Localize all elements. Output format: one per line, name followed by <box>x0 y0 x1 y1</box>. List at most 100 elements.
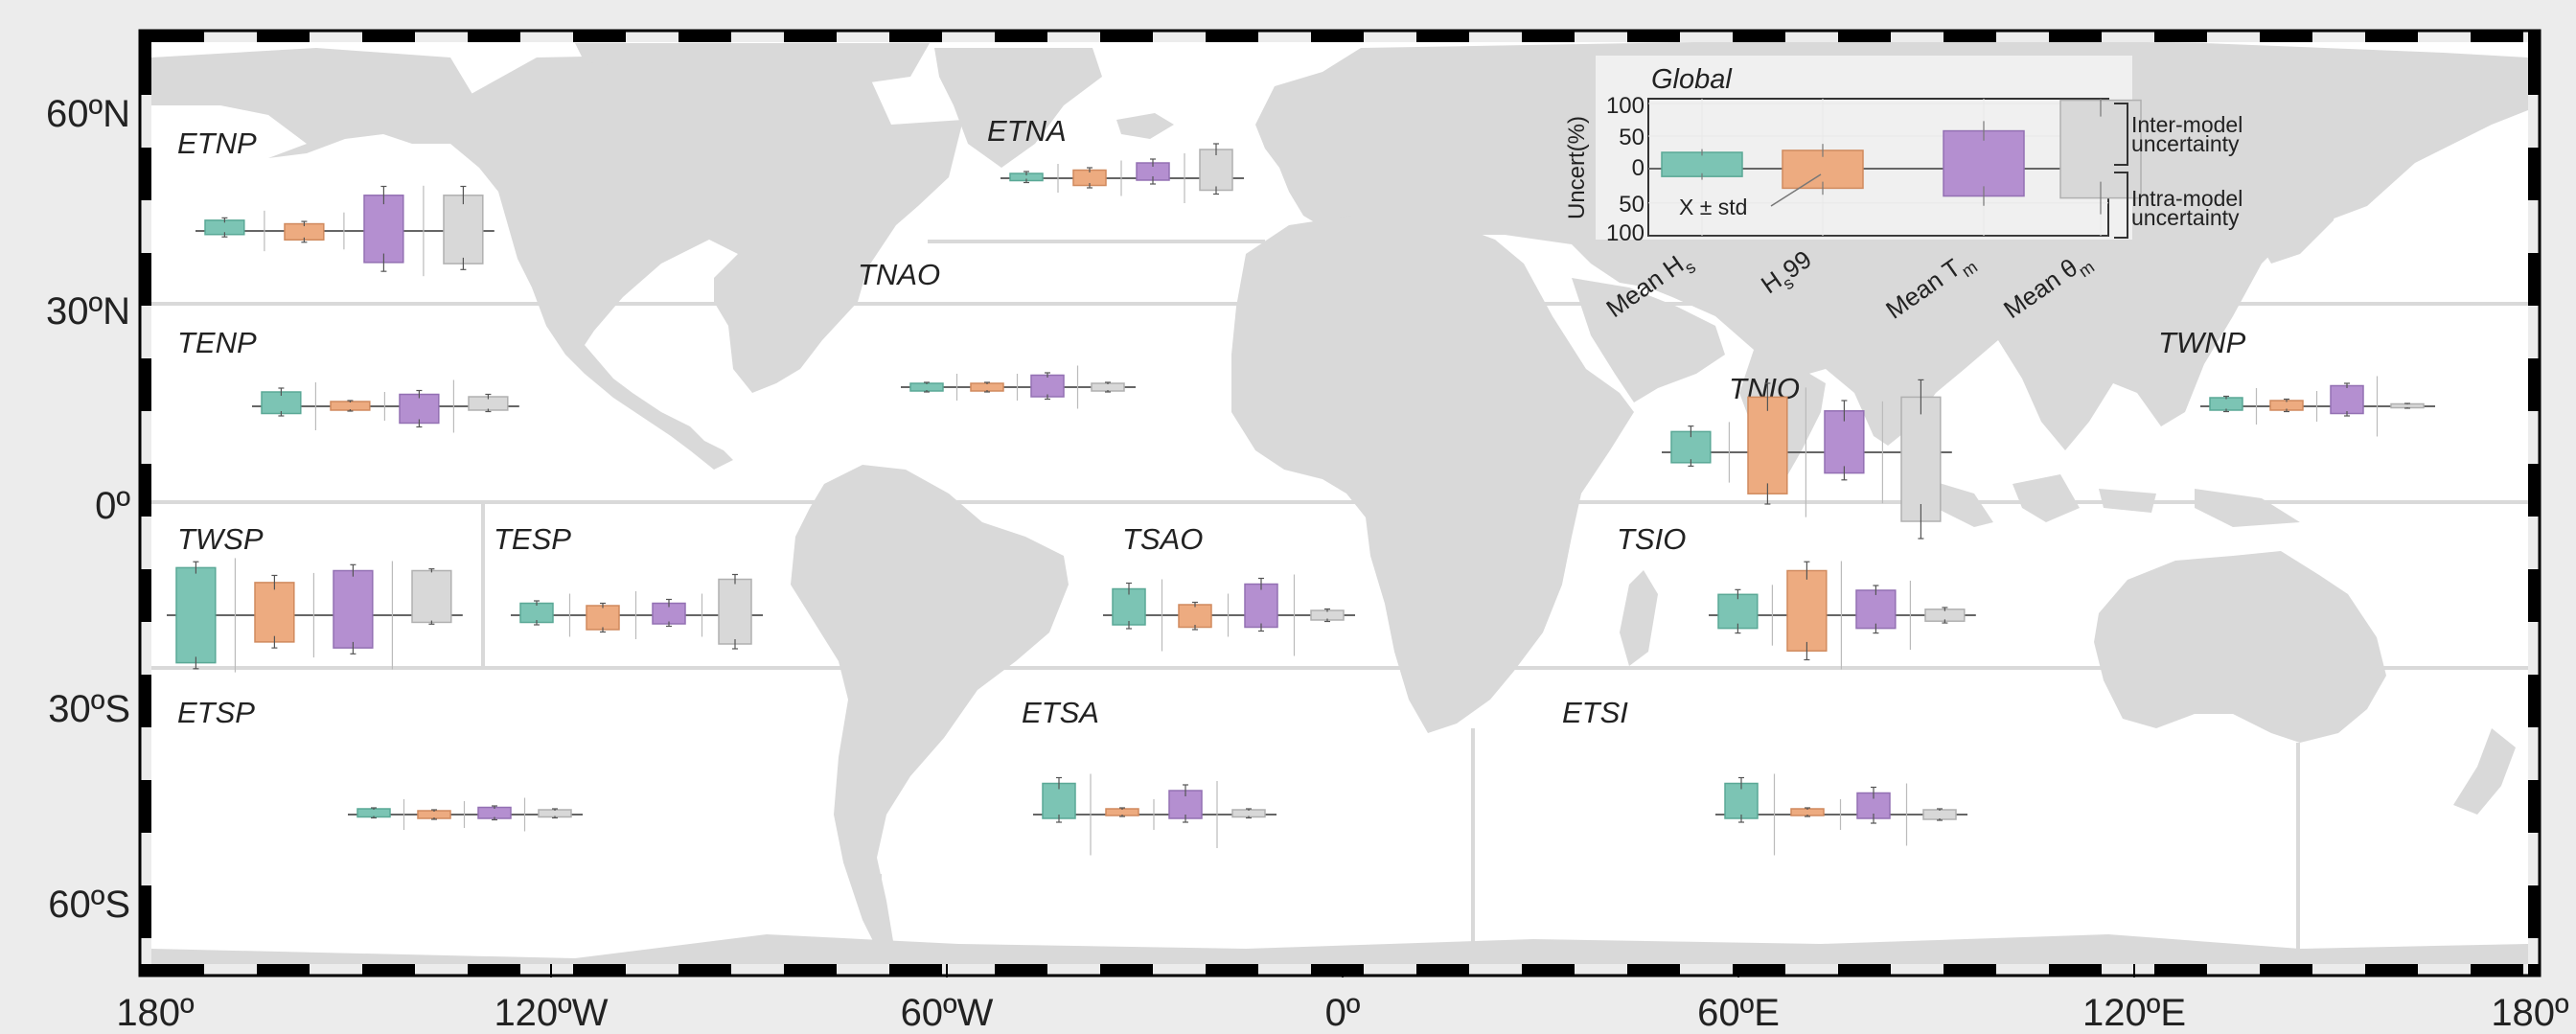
inset-ytick: 100 <box>1606 220 1644 246</box>
box-hs99 <box>330 401 371 411</box>
bracket-bottom-label: uncertainty <box>2131 205 2240 230</box>
box-hs-mean <box>1042 782 1076 819</box>
frame-segment <box>468 31 520 42</box>
box-hs99 <box>1786 569 1828 652</box>
region-etsa: ETSA <box>1022 696 1276 856</box>
frame-segment <box>1416 31 1469 42</box>
x-tick-label: 120ºW <box>494 992 608 1034</box>
frame-segment <box>2471 31 2523 42</box>
region-etsi: ETSI <box>1562 696 1967 856</box>
frame-segment <box>2528 569 2540 622</box>
region-tsao: TSAO <box>1103 522 1355 656</box>
frame-segment <box>1522 31 1575 42</box>
region-label: ETNP <box>177 126 257 160</box>
box-tm-mean <box>363 195 404 264</box>
south-america <box>791 465 1069 958</box>
frame-segment <box>2260 964 2312 976</box>
frame-segment <box>2154 964 2207 976</box>
frame-segment <box>2365 964 2418 976</box>
frame-segment <box>140 885 151 938</box>
inset-ytick: 0 <box>1632 155 1644 181</box>
box-hs99 <box>284 222 325 241</box>
y-tick-label: 60ºS <box>48 884 130 926</box>
x-tick-label: 0º <box>1325 992 1361 1034</box>
x-tick-label: 180º <box>116 992 195 1034</box>
box-theta-mean <box>538 809 572 818</box>
frame-segment <box>995 31 1047 42</box>
frame-segment <box>140 148 151 200</box>
y-tick-label: 30ºN <box>46 290 130 333</box>
bracket-bottom <box>2114 172 2128 239</box>
madagascar <box>1620 570 1658 666</box>
x-tick-label: 60ºW <box>901 992 994 1034</box>
frame-segment <box>678 964 731 976</box>
frame-segment <box>1416 964 1469 976</box>
box-theta-mean <box>2390 402 2425 409</box>
frame-corner <box>140 31 151 42</box>
australia <box>2094 551 2386 743</box>
region-label: TWSP <box>177 522 264 556</box>
frame-segment <box>573 31 626 42</box>
region-tesp: TESP <box>494 522 763 650</box>
region-label: TNAO <box>858 258 940 291</box>
frame-segment <box>2528 885 2540 938</box>
frame-segment <box>784 31 837 42</box>
box-theta-mean <box>718 578 752 645</box>
frame-segment <box>2528 148 2540 200</box>
y-tick-label: 30ºS <box>48 688 130 730</box>
inset-ylabel: Uncert(%) <box>1564 116 1590 219</box>
box-tm-mean <box>1244 583 1278 629</box>
x-axis-labels: 180º 120ºW 60ºW 0º 60ºE 120ºE 180º <box>116 992 2569 1034</box>
frame-segment <box>140 42 151 95</box>
region-label: ETNA <box>987 114 1067 148</box>
box-tm-mean <box>477 806 512 819</box>
frame-corner <box>2528 31 2540 42</box>
inset-ytick: 100 <box>1606 93 1644 119</box>
frame-segment <box>1206 31 1258 42</box>
region-label: ETSI <box>1562 696 1628 729</box>
region-label: TSAO <box>1122 522 1203 556</box>
box-hs99 <box>254 582 295 643</box>
box-theta-mean <box>1199 149 1233 192</box>
box-hs99 <box>417 810 451 819</box>
frame-segment <box>1206 964 1258 976</box>
arabia <box>1572 278 1725 402</box>
region-label: ETSP <box>177 696 255 729</box>
frame-segment <box>2528 464 2540 517</box>
frame-segment <box>1733 964 1785 976</box>
x-tick-label: 120ºE <box>2082 992 2186 1034</box>
frame-segment <box>889 31 942 42</box>
frame-segment <box>140 780 151 833</box>
annotation-pointer <box>1770 173 1822 207</box>
frame-segment <box>362 31 415 42</box>
inset-annotation: X ± std <box>1679 195 1747 219</box>
frame-segment <box>362 964 415 976</box>
frame-segment <box>1100 964 1153 976</box>
north-america <box>450 53 963 470</box>
region-label: TESP <box>494 522 571 556</box>
box-hs99 <box>970 382 1004 392</box>
frame-segment <box>151 31 204 42</box>
box-hs-mean <box>519 602 554 624</box>
inset-ytick: 50 <box>1619 192 1644 218</box>
frame-segment <box>2365 31 2418 42</box>
box-theta-mean <box>1231 809 1266 818</box>
y-tick-label: 60ºN <box>46 93 130 135</box>
region-tnio: TNIO <box>1662 372 1952 540</box>
land-masses <box>151 42 2528 964</box>
inset-title: Global <box>1651 64 1733 95</box>
frame-segment <box>140 253 151 306</box>
y-tick-label: 0º <box>95 485 130 527</box>
inset-ytick: 50 <box>1619 125 1644 150</box>
region-label: TSIO <box>1617 522 1686 556</box>
frame-segment <box>257 964 310 976</box>
frame-segment <box>140 569 151 622</box>
box-tm-mean <box>1855 589 1897 630</box>
iceland <box>1116 113 1174 139</box>
frame-segment <box>151 964 204 976</box>
frame-segment <box>2528 42 2540 95</box>
box-theta-mean <box>443 195 484 264</box>
frame-segment <box>784 964 837 976</box>
frame-segment <box>140 358 151 411</box>
box-hs99 <box>1790 808 1825 816</box>
